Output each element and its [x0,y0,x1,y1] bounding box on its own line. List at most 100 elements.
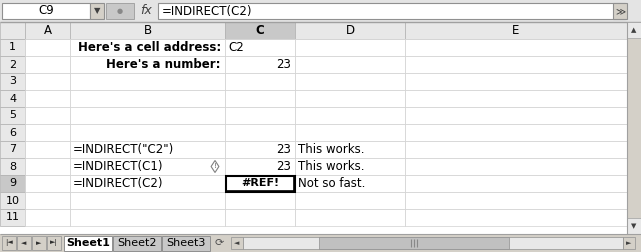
Bar [295,209,405,226]
Text: ▼: ▼ [94,7,100,16]
Bar [405,175,627,192]
Text: ⟳: ⟳ [214,238,224,248]
Text: ◄: ◄ [235,240,240,246]
Bar [2,3,90,19]
Bar [25,73,70,90]
Text: 23: 23 [276,143,291,156]
Text: ►: ► [37,240,42,246]
Text: 9: 9 [9,178,16,188]
Bar [0,22,627,234]
Bar [162,236,210,251]
Text: 23: 23 [276,160,291,173]
Bar [0,73,25,90]
Bar [405,39,627,56]
Text: This works.: This works. [298,143,365,156]
Text: Not so fast.: Not so fast. [298,177,365,190]
Bar [231,237,243,249]
Bar [70,192,225,209]
Bar [226,175,294,192]
Bar [225,73,295,90]
Bar [0,90,25,107]
Text: fx: fx [140,5,152,17]
Bar [25,22,70,39]
Text: E: E [512,24,520,37]
Text: 7: 7 [9,144,16,154]
Text: 3: 3 [9,77,16,86]
Bar [405,107,627,124]
Text: 8: 8 [9,162,16,172]
Bar [70,175,225,192]
Bar [295,175,405,192]
Bar [627,22,641,234]
Bar [405,56,627,73]
Bar [295,158,405,175]
Bar [405,158,627,175]
Bar [225,141,295,158]
Bar [225,107,295,124]
Bar [225,209,295,226]
Bar [405,124,627,141]
Bar [0,56,25,73]
Bar [0,124,25,141]
Bar [70,39,225,56]
Bar [25,107,70,124]
Text: =INDIRECT("C2"): =INDIRECT("C2") [73,143,174,156]
Bar [25,209,70,226]
Bar [295,56,405,73]
Text: C2: C2 [228,41,244,54]
Text: =INDIRECT(C2): =INDIRECT(C2) [73,177,163,190]
Text: 11: 11 [6,212,19,223]
Bar [295,107,405,124]
Bar [225,39,295,56]
Bar [25,192,70,209]
Bar [225,22,295,39]
Bar [70,22,225,39]
Bar [405,192,627,209]
Text: =INDIRECT(C2): =INDIRECT(C2) [162,5,253,17]
Bar [70,107,225,124]
Bar [0,22,25,39]
Bar [70,73,225,90]
Bar [25,124,70,141]
Bar [0,175,25,192]
Bar [70,124,225,141]
Bar [243,237,623,249]
Text: This works.: This works. [298,160,365,173]
Bar [225,192,295,209]
Text: |◄: |◄ [5,239,13,246]
Text: Sheet2: Sheet2 [117,238,157,248]
Bar [613,3,627,19]
Text: B: B [144,24,151,37]
Bar [25,175,70,192]
Bar [405,209,627,226]
Bar [32,236,46,250]
Text: ≫: ≫ [615,6,625,16]
Bar [2,236,16,250]
Bar [295,73,405,90]
Bar [0,39,25,56]
Bar [225,90,295,107]
Bar [17,236,31,250]
Bar [295,192,405,209]
Text: ►|: ►| [50,239,58,246]
Text: Sheet1: Sheet1 [66,238,110,248]
Bar [0,234,641,252]
Text: ▲: ▲ [631,27,637,33]
Bar [405,90,627,107]
Bar [0,0,641,22]
Text: 23: 23 [276,58,291,71]
Text: C: C [256,24,264,37]
Bar [25,141,70,158]
Bar [405,22,627,39]
Bar [627,218,641,234]
Text: A: A [44,24,51,37]
Text: ►: ► [626,240,631,246]
Bar [295,39,405,56]
Bar [295,141,405,158]
Text: Here's a number:: Here's a number: [106,58,221,71]
Bar [0,107,25,124]
Bar [47,236,61,250]
Bar [405,141,627,158]
Bar [295,90,405,107]
Bar [225,56,295,73]
